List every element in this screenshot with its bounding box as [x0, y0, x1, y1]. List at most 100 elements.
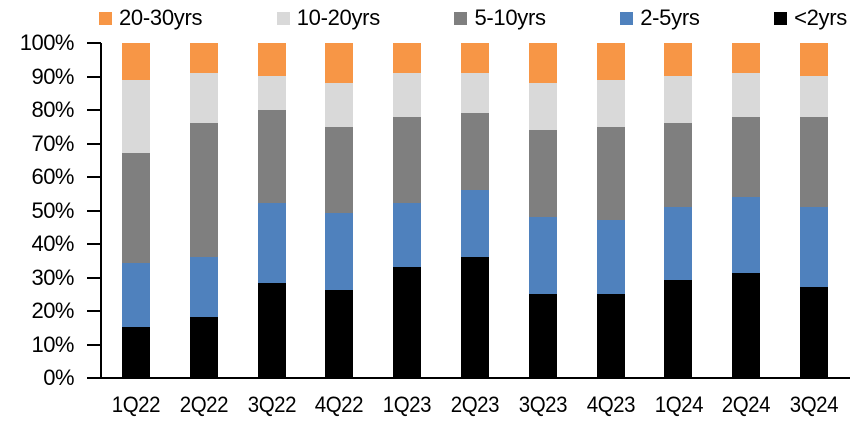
bar-segment-10-20yrs: [732, 73, 761, 117]
bar-3q23: [528, 43, 557, 377]
plot-area: [102, 43, 848, 377]
bar-segment-20-30yrs: [732, 43, 761, 74]
legend-item-5-10yrs: 5-10yrs: [454, 5, 546, 31]
bar-segment-5-10yrs: [664, 123, 693, 207]
bar-segment-20-30yrs: [325, 43, 354, 84]
bar-segment-2-5yrs: [257, 203, 286, 284]
bar-segment--2yrs: [121, 326, 150, 377]
bar-segment--2yrs: [664, 280, 693, 377]
y-axis-tick-label: 90%: [31, 63, 74, 89]
bar-slot: [577, 43, 645, 377]
legend-label: 10-20yrs: [296, 5, 381, 30]
x-axis-label-3q23: 3Q23: [518, 392, 568, 417]
bar-slot: [305, 43, 373, 377]
bar-segment-2-5yrs: [121, 263, 150, 327]
y-axis-tick-label: 80%: [31, 97, 74, 122]
bar-segment-20-30yrs: [121, 43, 150, 80]
bar-segment--2yrs: [800, 286, 829, 377]
y-axis-tick-label: 10%: [31, 331, 74, 357]
bar-segment-2-5yrs: [732, 196, 761, 274]
bar-segment-10-20yrs: [460, 73, 489, 114]
y-axis-tick-label: 100%: [19, 30, 75, 55]
bar-2q22: [189, 43, 218, 377]
bar-segment-20-30yrs: [460, 43, 489, 74]
bar-segment-5-10yrs: [596, 126, 625, 221]
bar-segment-20-30yrs: [664, 43, 693, 77]
bar-segment-20-30yrs: [528, 43, 557, 84]
bar-slot: [102, 43, 170, 377]
bar-slot: [780, 43, 848, 377]
bar-segment--2yrs: [596, 293, 625, 377]
x-axis-label-1q24: 1Q24: [654, 392, 703, 417]
bar-segment--2yrs: [189, 316, 218, 377]
bar-3q24: [800, 43, 829, 377]
bar-slot: [645, 43, 713, 377]
x-axis-label-4q23: 4Q23: [586, 392, 635, 417]
y-axis-tick: [87, 176, 101, 178]
bar-segment-5-10yrs: [732, 116, 761, 197]
bar-segment-10-20yrs: [189, 73, 218, 124]
bar-segment-2-5yrs: [664, 206, 693, 281]
bar-segment-2-5yrs: [393, 203, 422, 267]
legend-label: <2yrs: [794, 5, 847, 30]
bar-segment-10-20yrs: [800, 76, 829, 117]
bar-segment-20-30yrs: [800, 43, 829, 77]
bar-1q23: [393, 43, 422, 377]
bar-segment-10-20yrs: [664, 76, 693, 124]
y-axis-tick: [87, 109, 101, 111]
y-axis-tick-label: 0%: [43, 365, 74, 390]
x-axis-label-2q24: 2Q24: [722, 392, 771, 417]
legend-swatch-icon: [774, 11, 788, 25]
x-axis-label-3q22: 3Q22: [247, 392, 296, 417]
bar-slot: [238, 43, 306, 377]
bar-segment-5-10yrs: [257, 109, 286, 204]
bar-4q22: [325, 43, 354, 377]
bar-segment-2-5yrs: [325, 213, 354, 291]
bar-segment-10-20yrs: [528, 83, 557, 130]
bar-segment-5-10yrs: [528, 129, 557, 217]
legend-label: 5-10yrs: [474, 5, 546, 30]
bar-segment-10-20yrs: [393, 73, 422, 117]
y-axis-tick: [87, 209, 101, 212]
bar-segment-20-30yrs: [596, 43, 625, 80]
y-axis-tick: [87, 243, 101, 245]
bar-segment-5-10yrs: [393, 116, 422, 204]
bar-slot: [441, 43, 509, 377]
y-axis-tick-label: 70%: [31, 130, 74, 156]
y-axis-tick: [87, 42, 101, 44]
bar-3q22: [257, 43, 286, 377]
bar-segment--2yrs: [528, 293, 557, 377]
legend-swatch-icon: [620, 11, 634, 25]
bar-segment-20-30yrs: [393, 43, 422, 74]
bar-segment-2-5yrs: [460, 189, 489, 257]
legend-swatch-icon: [454, 11, 468, 25]
bar-segment--2yrs: [393, 266, 422, 377]
x-axis-label-4q22: 4Q22: [315, 392, 364, 417]
legend-label: 20-30yrs: [119, 5, 203, 30]
bar-2q23: [460, 43, 489, 377]
bar-segment--2yrs: [257, 283, 286, 377]
bar-segment-10-20yrs: [596, 79, 625, 127]
x-axis-line: [87, 377, 850, 379]
legend-label: 2-5yrs: [640, 5, 700, 30]
bar-slot: [170, 43, 238, 377]
bar-1q24: [664, 43, 693, 377]
x-axis-label-1q22: 1Q22: [111, 392, 161, 417]
bar-1q22: [121, 43, 150, 377]
bar-slot: [373, 43, 441, 377]
bar-segment-20-30yrs: [189, 43, 218, 74]
bar-slot: [509, 43, 577, 377]
y-axis-tick: [87, 310, 101, 312]
x-axis-label-2q23: 2Q23: [450, 392, 500, 417]
bar-segment-5-10yrs: [189, 123, 218, 257]
x-axis-label-1q23: 1Q23: [383, 392, 432, 417]
x-axis-label-3q24: 3Q24: [789, 392, 839, 417]
legend-swatch-icon: [99, 11, 112, 25]
y-axis-tick: [87, 343, 101, 346]
legend-item--2yrs: <2yrs: [774, 5, 847, 31]
y-axis-tick: [87, 75, 101, 78]
legend-swatch-icon: [276, 11, 290, 25]
bar-slot: [712, 43, 780, 377]
bar-segment-5-10yrs: [325, 126, 354, 214]
